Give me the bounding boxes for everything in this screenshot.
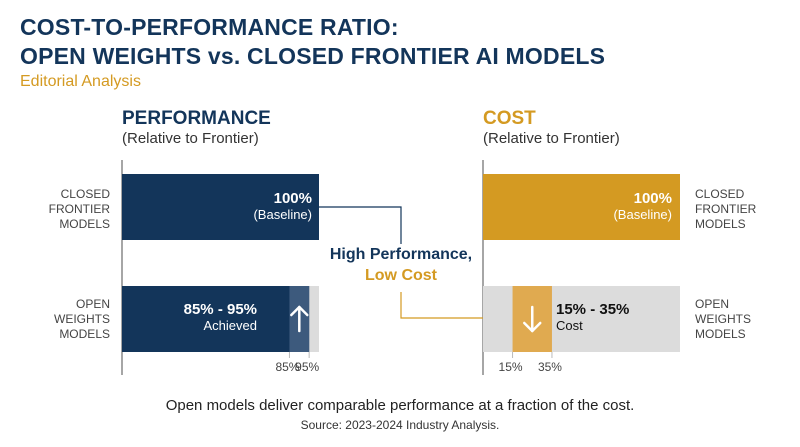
- cost-tick-label-15: 15%: [498, 360, 523, 374]
- row-label-open-right: OPEN WEIGHTS MODELS: [695, 297, 751, 341]
- performance-bar-closed: [122, 174, 319, 240]
- connector-navy: [319, 206, 402, 244]
- chart-title-line1: COST-TO-PERFORMANCE RATIO:: [20, 14, 399, 40]
- chart-subtitle: Editorial Analysis: [20, 73, 141, 90]
- performance-tick-label-95: 95%: [295, 360, 320, 374]
- chart-source: Source: 2023-2024 Industry Analysis.: [300, 418, 500, 432]
- performance-tick-label-85: 85%: [275, 360, 300, 374]
- cost-heading: COST: [483, 108, 536, 129]
- cost-bar-closed: [483, 174, 680, 240]
- arrow-up-icon: [290, 305, 309, 333]
- arrow-down-icon: [523, 305, 542, 333]
- performance-bar-open: [122, 286, 310, 352]
- performance-subheading: (Relative to Frontier): [122, 130, 259, 147]
- chart-caption: Open models deliver comparable performan…: [165, 397, 635, 414]
- cost-tick-label-35: 35%: [537, 360, 562, 374]
- chart-title-line2: OPEN WEIGHTS vs. CLOSED FRONTIER AI MODE…: [20, 43, 606, 69]
- cost-closed-label: 100% (Baseline): [613, 190, 672, 222]
- annotation-high-performance: High Performance,: [329, 246, 473, 263]
- row-label-closed-right: CLOSED FRONTIER MODELS: [695, 187, 757, 231]
- annotation-low-cost: Low Cost: [365, 267, 437, 284]
- performance-heading: PERFORMANCE: [122, 108, 271, 129]
- row-label-closed-left: CLOSED FRONTIER MODELS: [48, 187, 110, 231]
- cost-open-label: 15% - 35% Cost: [556, 301, 630, 333]
- performance-closed-label: 100% (Baseline): [253, 190, 312, 222]
- connector-gold: [400, 292, 483, 319]
- cost-subheading: (Relative to Frontier): [483, 130, 620, 147]
- row-label-open-left: OPEN WEIGHTS MODELS: [54, 297, 110, 341]
- performance-open-label: 85% - 95% Achieved: [183, 301, 257, 333]
